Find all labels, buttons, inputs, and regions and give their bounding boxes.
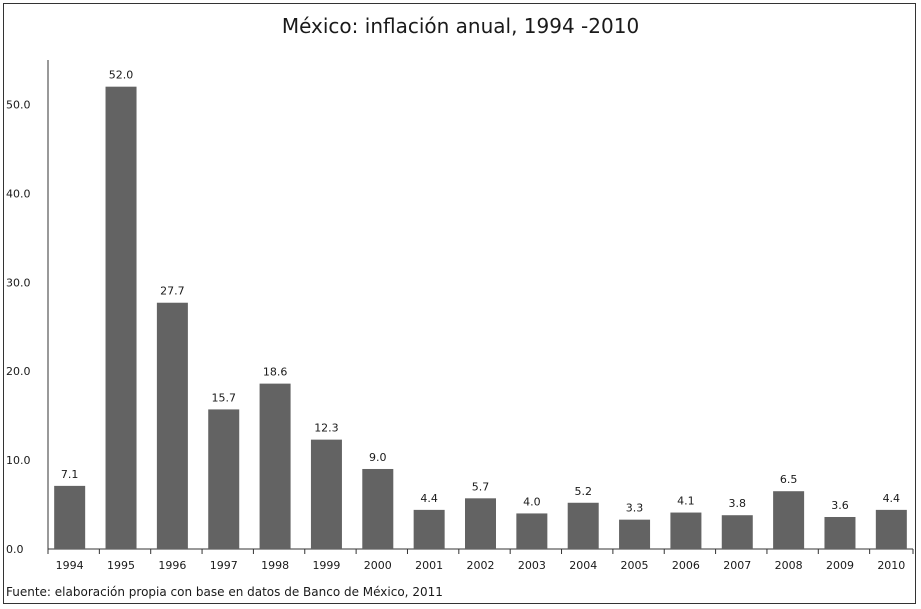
data-label: 27.7 [160,285,185,298]
bar [516,513,548,549]
x-tick-label: 1999 [312,559,340,572]
data-label: 12.3 [314,422,339,435]
data-label: 3.3 [626,502,644,515]
y-tick-label: 10.0 [6,454,31,467]
data-label: 4.4 [420,492,438,505]
bar [773,491,805,549]
data-label: 6.5 [780,473,798,486]
bar [310,439,342,549]
x-tick-label: 1997 [210,559,238,572]
chart-title: México: inflación anual, 1994 -2010 [281,14,640,38]
bar [105,86,137,549]
bar [824,516,856,549]
data-label: 5.7 [472,480,490,493]
x-tick-label: 1998 [261,559,289,572]
data-label: 3.8 [729,497,747,510]
data-label: 4.0 [523,495,541,508]
data-label: 9.0 [369,451,387,464]
data-label: 18.6 [263,366,288,379]
bar [567,502,599,549]
data-label: 4.1 [677,495,695,508]
data-label: 15.7 [211,391,236,404]
x-tick-label: 1996 [158,559,186,572]
x-tick-label: 2001 [415,559,443,572]
bar [619,519,651,549]
y-tick-label: 20.0 [6,365,31,378]
data-label: 4.4 [883,492,901,505]
x-tick-label: 2000 [364,559,392,572]
y-tick-label: 0.0 [6,543,24,556]
x-tick-label: 2009 [826,559,854,572]
bar [721,515,753,549]
x-tick-label: 2004 [569,559,597,572]
x-tick-label: 2008 [775,559,803,572]
x-tick-label: 1995 [107,559,135,572]
data-label: 7.1 [61,468,79,481]
x-tick-label: 2005 [621,559,649,572]
x-tick-label: 1994 [56,559,84,572]
x-tick-label: 2006 [672,559,700,572]
bar [875,509,907,549]
bar [465,498,496,549]
data-label: 3.6 [831,499,849,512]
y-tick-label: 50.0 [6,98,31,111]
x-tick-label: 2002 [467,559,495,572]
bar [670,512,702,549]
bar [413,509,445,549]
x-tick-label: 2003 [518,559,546,572]
data-label: 52.0 [109,69,134,82]
chart-frame [3,3,916,604]
bar [259,383,291,549]
y-tick-label: 30.0 [6,276,31,289]
data-label: 5.2 [574,485,592,498]
bar [54,485,86,549]
x-tick-label: 2007 [723,559,751,572]
bar [156,302,188,549]
source-note: Fuente: elaboración propia con base en d… [6,585,443,599]
y-tick-label: 40.0 [6,187,31,200]
x-tick-label: 2010 [877,559,905,572]
bar [362,468,394,549]
bar [208,409,240,549]
